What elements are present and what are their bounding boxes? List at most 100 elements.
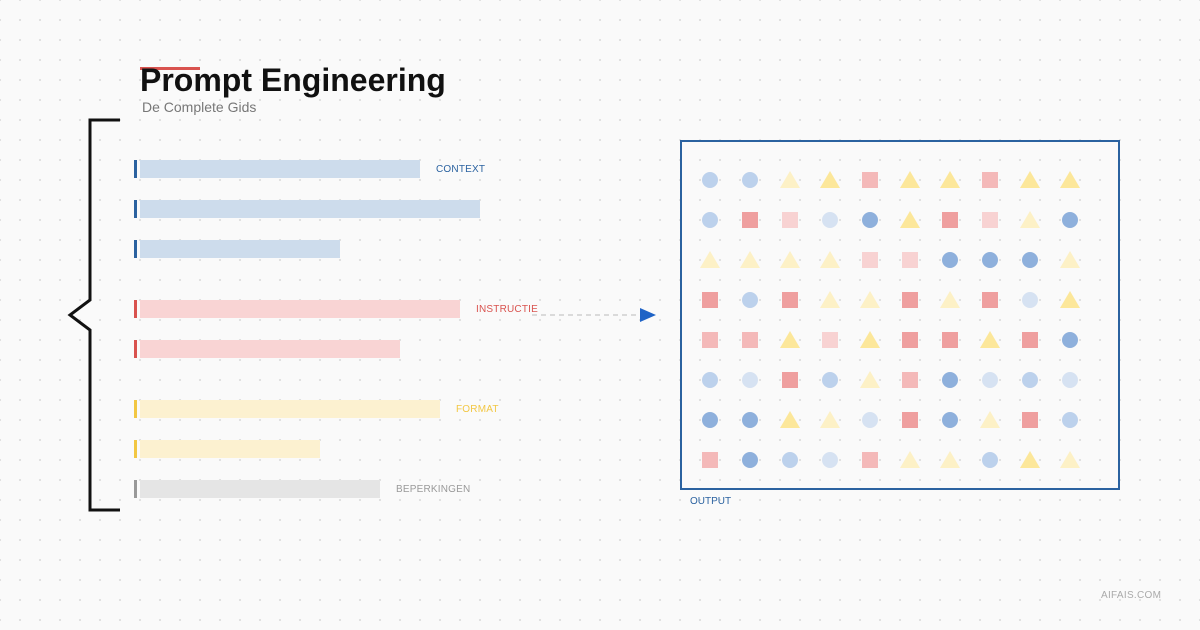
circle-mark bbox=[1062, 412, 1078, 428]
circle-mark bbox=[942, 252, 958, 268]
circle-mark bbox=[742, 372, 758, 388]
square-mark bbox=[782, 212, 798, 228]
triangle-mark bbox=[1020, 451, 1040, 468]
circle-mark bbox=[862, 412, 878, 428]
square-mark bbox=[782, 292, 798, 308]
circle-mark bbox=[1062, 212, 1078, 228]
square-mark bbox=[902, 332, 918, 348]
triangle-mark bbox=[980, 411, 1000, 428]
context-marker bbox=[134, 160, 137, 178]
instructie-bar bbox=[140, 340, 400, 358]
square-mark bbox=[1022, 332, 1038, 348]
triangle-mark bbox=[780, 331, 800, 348]
beperkingen-bar bbox=[140, 480, 380, 498]
context-label: CONTEXT bbox=[436, 164, 486, 175]
square-mark bbox=[742, 212, 758, 228]
context-bar bbox=[140, 200, 480, 218]
circle-mark bbox=[1022, 252, 1038, 268]
circle-mark bbox=[742, 452, 758, 468]
beperkingen-label: BEPERKINGEN bbox=[396, 484, 471, 495]
circle-mark bbox=[982, 452, 998, 468]
square-mark bbox=[862, 452, 878, 468]
circle-mark bbox=[942, 412, 958, 428]
format-bar bbox=[140, 440, 320, 458]
circle-mark bbox=[862, 212, 878, 228]
circle-mark bbox=[702, 172, 718, 188]
circle-mark bbox=[1062, 332, 1078, 348]
instructie-bar bbox=[140, 300, 460, 318]
triangle-mark bbox=[780, 171, 800, 188]
triangle-mark bbox=[1060, 171, 1080, 188]
page-title: Prompt Engineering bbox=[140, 62, 446, 98]
circle-mark bbox=[822, 212, 838, 228]
triangle-mark bbox=[820, 411, 840, 428]
triangle-mark bbox=[1020, 171, 1040, 188]
square-mark bbox=[862, 252, 878, 268]
circle-mark bbox=[822, 372, 838, 388]
format-bar bbox=[140, 400, 440, 418]
triangle-mark bbox=[860, 291, 880, 308]
square-mark bbox=[902, 372, 918, 388]
circle-mark bbox=[742, 412, 758, 428]
circle-mark bbox=[1062, 372, 1078, 388]
triangle-mark bbox=[780, 411, 800, 428]
instructie-marker bbox=[134, 340, 137, 358]
square-mark bbox=[902, 252, 918, 268]
square-mark bbox=[1022, 412, 1038, 428]
beperkingen-marker bbox=[134, 480, 137, 498]
circle-mark bbox=[742, 292, 758, 308]
format-marker bbox=[134, 400, 137, 418]
circle-mark bbox=[942, 372, 958, 388]
output-grid bbox=[700, 171, 1080, 468]
triangle-mark bbox=[900, 171, 920, 188]
output-box bbox=[680, 140, 1120, 490]
format-label: FORMAT bbox=[456, 404, 499, 415]
triangle-mark bbox=[740, 251, 760, 268]
square-mark bbox=[782, 372, 798, 388]
triangle-mark bbox=[1060, 291, 1080, 308]
square-mark bbox=[702, 332, 718, 348]
triangle-mark bbox=[1020, 211, 1040, 228]
square-mark bbox=[862, 172, 878, 188]
circle-mark bbox=[982, 252, 998, 268]
triangle-mark bbox=[980, 331, 1000, 348]
triangle-mark bbox=[900, 211, 920, 228]
square-mark bbox=[982, 172, 998, 188]
triangle-mark bbox=[780, 251, 800, 268]
context-bar bbox=[140, 160, 420, 178]
triangle-mark bbox=[940, 451, 960, 468]
circle-mark bbox=[742, 172, 758, 188]
output-label: OUTPUT bbox=[690, 496, 732, 507]
triangle-mark bbox=[940, 291, 960, 308]
square-mark bbox=[982, 292, 998, 308]
instructie-marker bbox=[134, 300, 137, 318]
context-marker bbox=[134, 240, 137, 258]
circle-mark bbox=[1022, 372, 1038, 388]
circle-mark bbox=[982, 372, 998, 388]
square-mark bbox=[942, 332, 958, 348]
circle-mark bbox=[822, 452, 838, 468]
triangle-mark bbox=[900, 451, 920, 468]
instructie-label: INSTRUCTIE bbox=[476, 304, 538, 315]
footer-brand: AIFAIS.COM bbox=[1101, 590, 1162, 601]
circle-mark bbox=[702, 212, 718, 228]
square-mark bbox=[902, 412, 918, 428]
triangle-mark bbox=[860, 331, 880, 348]
prompt-brace bbox=[67, 118, 120, 512]
context-marker bbox=[134, 200, 137, 218]
circle-mark bbox=[702, 372, 718, 388]
format-marker bbox=[134, 440, 137, 458]
title-accent-line bbox=[140, 67, 200, 70]
square-mark bbox=[702, 292, 718, 308]
square-mark bbox=[942, 212, 958, 228]
triangle-mark bbox=[820, 291, 840, 308]
triangle-mark bbox=[820, 171, 840, 188]
triangle-mark bbox=[1060, 251, 1080, 268]
triangle-mark bbox=[820, 251, 840, 268]
page-subtitle: De Complete Gids bbox=[142, 99, 257, 115]
context-bar bbox=[140, 240, 340, 258]
square-mark bbox=[702, 452, 718, 468]
circle-mark bbox=[1022, 292, 1038, 308]
square-mark bbox=[822, 332, 838, 348]
circle-mark bbox=[782, 452, 798, 468]
